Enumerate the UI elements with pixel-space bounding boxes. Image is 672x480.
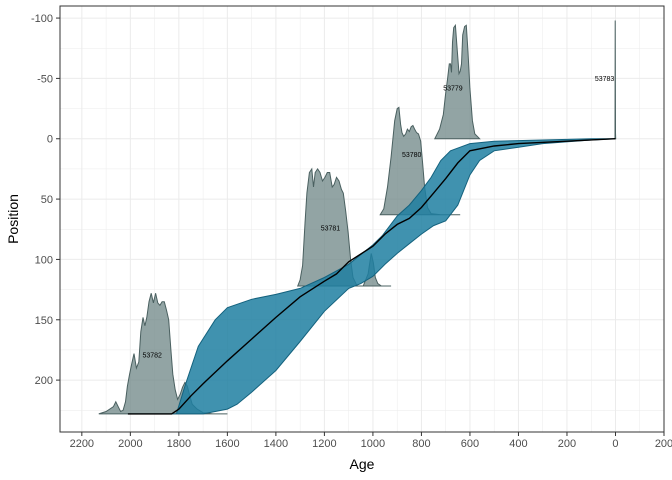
x-tick-label: 200 [558, 438, 576, 450]
y-tick-label: 0 [47, 134, 53, 146]
date-label-53782: 53782 [142, 352, 162, 359]
x-tick-label: 1800 [167, 438, 191, 450]
calibrated-date-densities [98, 20, 617, 415]
median-line [127, 138, 616, 415]
x-axis-ticks: 2200 2000 1800 1600 1400 1200 1000 800 600 400 200… [70, 432, 672, 450]
date-label-53780: 53780 [402, 152, 422, 159]
x-tick-label: 1200 [312, 438, 336, 450]
date-label-53781: 53781 [321, 226, 341, 233]
y-axis-ticks: -100 -50 0 50 100 150 200 [31, 13, 60, 387]
y-tick-label: 100 [35, 254, 53, 266]
y-tick-label: -50 [37, 73, 53, 85]
y-tick-label: 150 [35, 315, 53, 327]
density-53783 [614, 20, 617, 140]
x-tick-label: 1000 [361, 438, 385, 450]
x-tick-label: 1400 [264, 438, 288, 450]
x-tick-label: 400 [509, 438, 527, 450]
date-label-53783: 53783 [595, 76, 615, 83]
date-label-53779: 53779 [443, 86, 463, 93]
y-tick-label: 200 [35, 375, 53, 387]
y-axis-title: Position [5, 194, 21, 244]
y-tick-label: 50 [41, 194, 53, 206]
density-53779 [433, 23, 481, 140]
x-tick-label: 600 [461, 438, 479, 450]
grid-minor [60, 6, 664, 432]
date-labels: 53783 53779 53780 53781 53782 [142, 76, 614, 359]
median-age-line [127, 138, 616, 415]
grid-major [60, 6, 665, 432]
x-tick-label: 800 [412, 438, 430, 450]
x-tick-label: 1600 [215, 438, 239, 450]
x-tick-label: 2000 [118, 438, 142, 450]
x-axis-title: Age [350, 456, 375, 472]
x-tick-label: 200 [655, 438, 672, 450]
x-tick-label: 0 [612, 438, 618, 450]
panel-border [59, 5, 665, 433]
x-tick-label: 2200 [70, 438, 94, 450]
y-tick-label: -100 [31, 13, 53, 25]
